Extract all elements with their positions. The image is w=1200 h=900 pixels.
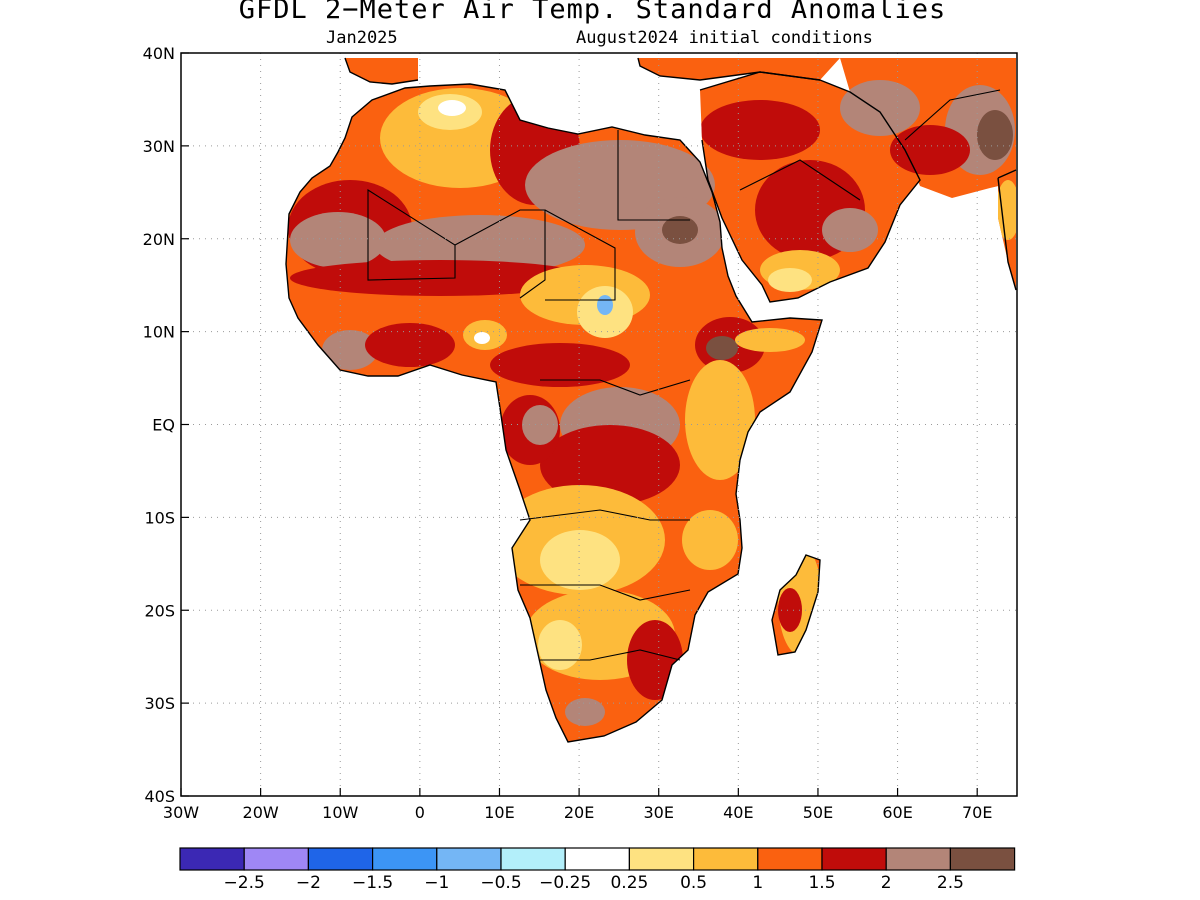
legend-label: −0.25 — [539, 873, 591, 893]
legend-label: 1 — [752, 873, 763, 893]
x-tick-label: 30E — [643, 803, 673, 822]
legend-swatch — [372, 847, 438, 871]
legend-label: 2.5 — [937, 873, 964, 893]
legend-label: −1 — [424, 873, 449, 893]
map-gridlines — [181, 53, 1017, 796]
legend-label: −1.5 — [352, 873, 393, 893]
legend-swatch — [243, 847, 309, 871]
y-tick-label: 10N — [143, 323, 175, 342]
legend-swatch — [500, 847, 566, 871]
x-tick-label: 30W — [163, 803, 199, 822]
y-tick-label: 20N — [143, 230, 175, 249]
legend-swatch — [949, 847, 1016, 871]
y-tick-label: 10S — [144, 508, 175, 527]
x-tick-label: 40E — [723, 803, 753, 822]
legend-swatch — [564, 847, 631, 871]
y-tick-label: 30N — [143, 137, 175, 156]
legend-label: 0.5 — [680, 873, 707, 893]
x-tick-label: 0 — [415, 803, 425, 822]
anomaly-shading — [286, 58, 1016, 742]
x-tick-label: 50E — [803, 803, 833, 822]
legend-swatch — [628, 847, 695, 871]
legend-swatch — [885, 847, 952, 871]
map-title: GFDL 2−Meter Air Temp. Standard Anomalie… — [238, 0, 947, 25]
legend-swatch — [821, 847, 887, 871]
x-tick-label: 70E — [962, 803, 992, 822]
forecast-month: Jan2025 — [326, 28, 398, 48]
x-tick-label: 10W — [322, 803, 358, 822]
legend-label: 2 — [881, 873, 892, 893]
y-tick-label: 40N — [143, 44, 175, 63]
coastlines — [285, 57, 1017, 743]
legend-swatch — [436, 847, 502, 871]
legend-swatch — [757, 847, 823, 871]
y-tick-label: EQ — [152, 416, 175, 435]
x-tick-label: 10E — [484, 803, 514, 822]
legend-label: −2 — [296, 873, 321, 893]
legend-swatch — [179, 847, 245, 871]
legend-label: 1.5 — [808, 873, 835, 893]
y-tick-label: 40S — [144, 787, 175, 806]
y-tick-label: 20S — [144, 601, 175, 620]
legend-label: −0.5 — [480, 873, 521, 893]
x-tick-label: 60E — [882, 803, 912, 822]
color-legend: −2.5 −2 −1.5 −1 −0.5 −0.25 0.25 0.5 1 1.5 2 2.5 — [179, 847, 1016, 893]
y-tick-label: 30S — [144, 694, 175, 713]
legend-swatch — [307, 847, 374, 871]
initial-conditions: August2024 initial conditions — [576, 28, 873, 48]
legend-label: 0.25 — [610, 873, 648, 893]
x-tick-label: 20E — [564, 803, 594, 822]
legend-label: −2.5 — [224, 873, 265, 893]
x-tick-label: 20W — [243, 803, 279, 822]
legend-swatch — [692, 847, 759, 871]
map-axis-ticks: 30W 20W 10W 0 10E 20E 30E 40E 50E 60E 70E 40N 30N 20N… — [143, 44, 993, 822]
